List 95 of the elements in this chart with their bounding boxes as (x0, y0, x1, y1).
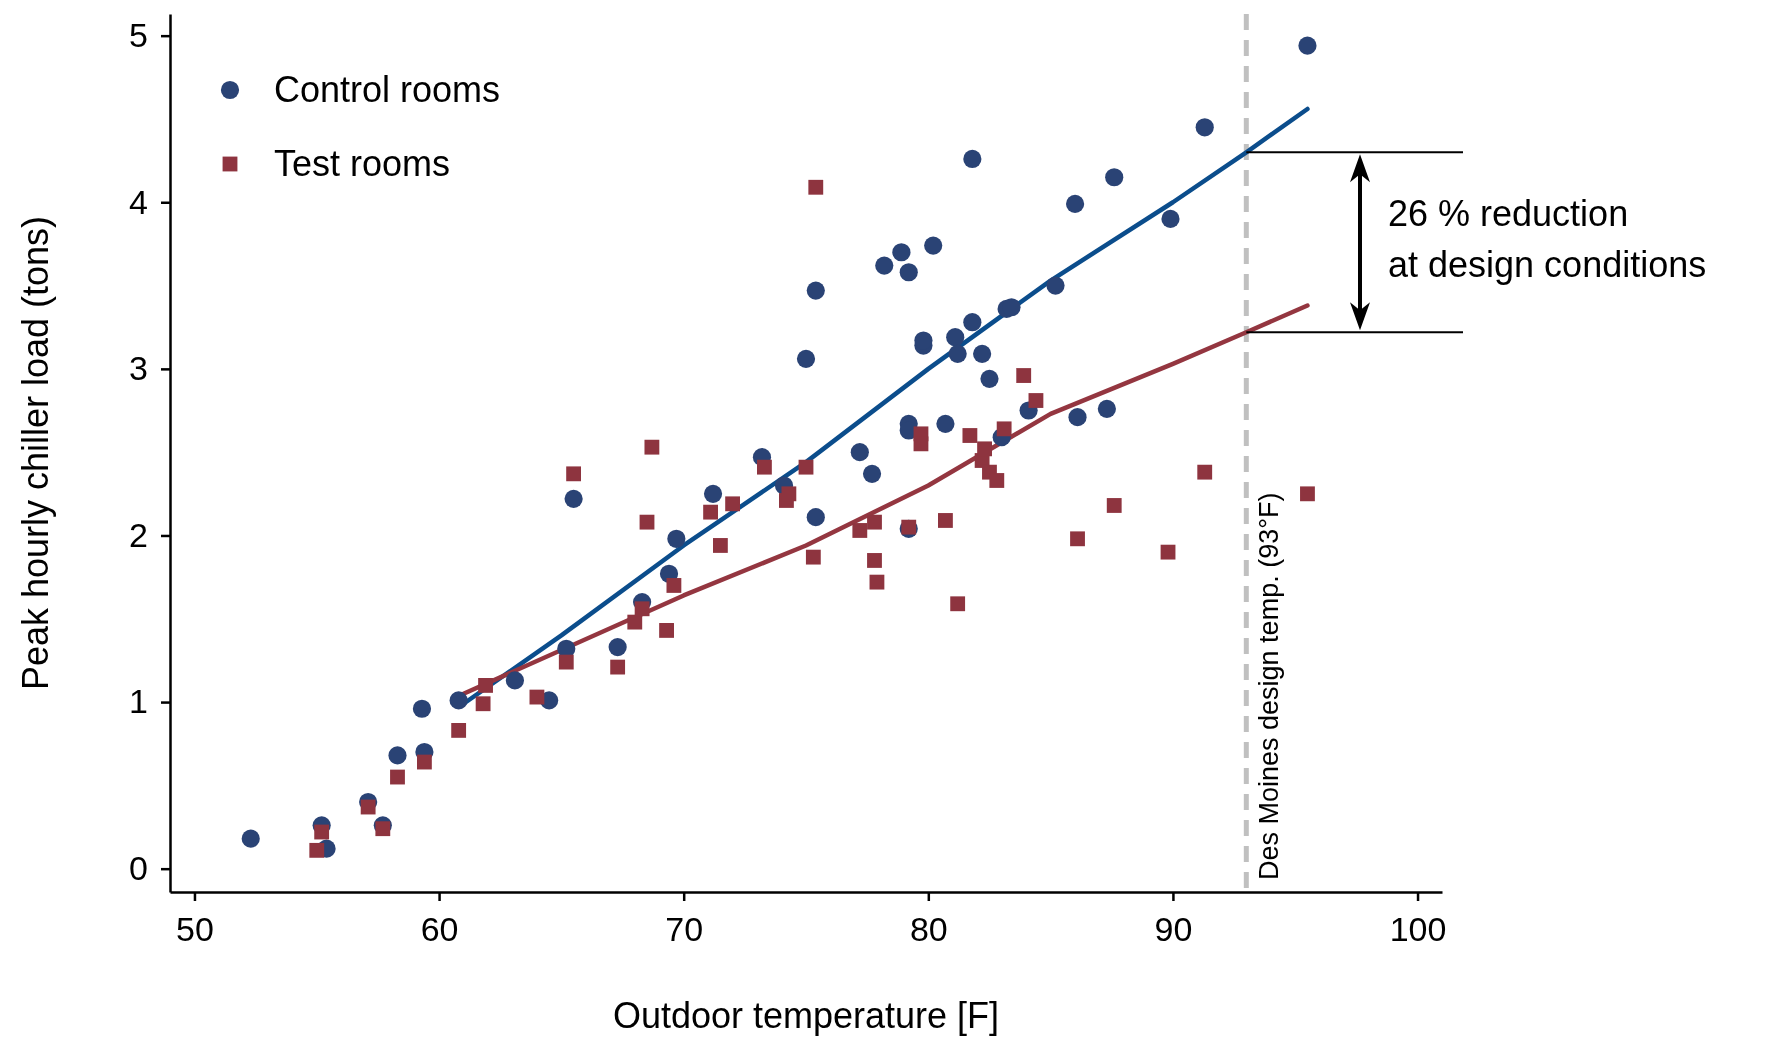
point (781, 486, 797, 502)
point (634, 601, 650, 617)
point (806, 281, 825, 300)
point (314, 824, 330, 840)
point (1065, 194, 1085, 214)
point (875, 256, 894, 275)
point (808, 179, 824, 195)
point (1016, 368, 1032, 383)
point (610, 659, 626, 675)
point (416, 754, 432, 770)
point (659, 623, 674, 638)
point (924, 236, 943, 255)
x-tick-label: 100 (1389, 910, 1447, 949)
point (375, 821, 391, 837)
point (946, 328, 965, 347)
point (558, 654, 574, 670)
point (1106, 498, 1122, 513)
point (412, 699, 432, 718)
point (852, 523, 868, 538)
point (712, 538, 728, 553)
point (505, 671, 524, 690)
point (309, 842, 325, 858)
point (989, 473, 1005, 488)
point (867, 514, 882, 530)
point (644, 439, 660, 455)
x-axis-title: Outdoor temperature [F] (612, 995, 1000, 1036)
point (938, 513, 953, 528)
x-tick-label: 80 (909, 910, 948, 949)
y-tick-label: 2 (128, 515, 148, 554)
point (667, 529, 686, 548)
x-tick-label: 70 (665, 910, 704, 949)
point (963, 149, 982, 169)
y-tick-label: 5 (128, 16, 148, 55)
point (950, 596, 966, 612)
point (862, 464, 882, 483)
point (867, 553, 882, 568)
point (566, 466, 582, 482)
point (850, 443, 869, 462)
point (892, 243, 911, 262)
y-tick-label: 3 (128, 349, 148, 388)
point (977, 441, 992, 457)
point (608, 638, 627, 657)
point (725, 496, 741, 512)
y-tick-label: 0 (128, 849, 148, 888)
point (948, 344, 967, 363)
y-tick-label: 1 (128, 682, 148, 721)
point (241, 829, 260, 848)
point (1097, 399, 1116, 418)
point (1068, 408, 1087, 427)
ref-line-label: Des Moines design temp. (93°F) (1254, 492, 1285, 880)
point (973, 344, 992, 363)
point (980, 369, 999, 388)
point (798, 459, 814, 475)
point (1028, 393, 1044, 408)
point (757, 459, 772, 475)
point (360, 799, 376, 815)
point (913, 436, 929, 452)
point (962, 428, 978, 443)
point (1197, 464, 1213, 480)
point (388, 746, 407, 765)
point (869, 574, 885, 590)
point (703, 504, 719, 520)
legend-label: Control rooms (274, 69, 501, 110)
point (1105, 168, 1124, 187)
point (1160, 544, 1176, 560)
point (805, 549, 821, 565)
point (963, 313, 982, 332)
annotation: 26 % reduction at design conditions (1388, 193, 1707, 285)
point (475, 696, 491, 712)
y-axis-title: Peak hourly chiller load (tons) (15, 215, 56, 691)
point (1070, 531, 1085, 547)
point (936, 414, 955, 433)
point (796, 349, 816, 368)
x-tick-label: 50 (176, 910, 214, 949)
point (1300, 486, 1315, 502)
point (478, 678, 493, 693)
point (639, 514, 655, 530)
point (1298, 36, 1317, 55)
point (1195, 118, 1214, 137)
point (899, 263, 918, 282)
point (806, 508, 825, 527)
point (564, 489, 583, 508)
point (703, 484, 723, 503)
y-tick-label: 4 (128, 182, 148, 221)
legend-label: Test rooms (274, 143, 451, 184)
point (627, 614, 643, 630)
x-tick-label: 90 (1154, 910, 1193, 949)
x-tick-label: 60 (420, 910, 459, 949)
point (666, 578, 682, 593)
point (449, 691, 468, 710)
point (451, 722, 467, 738)
point (390, 769, 405, 785)
point (996, 421, 1012, 437)
point (1046, 276, 1065, 295)
point (1161, 209, 1180, 228)
